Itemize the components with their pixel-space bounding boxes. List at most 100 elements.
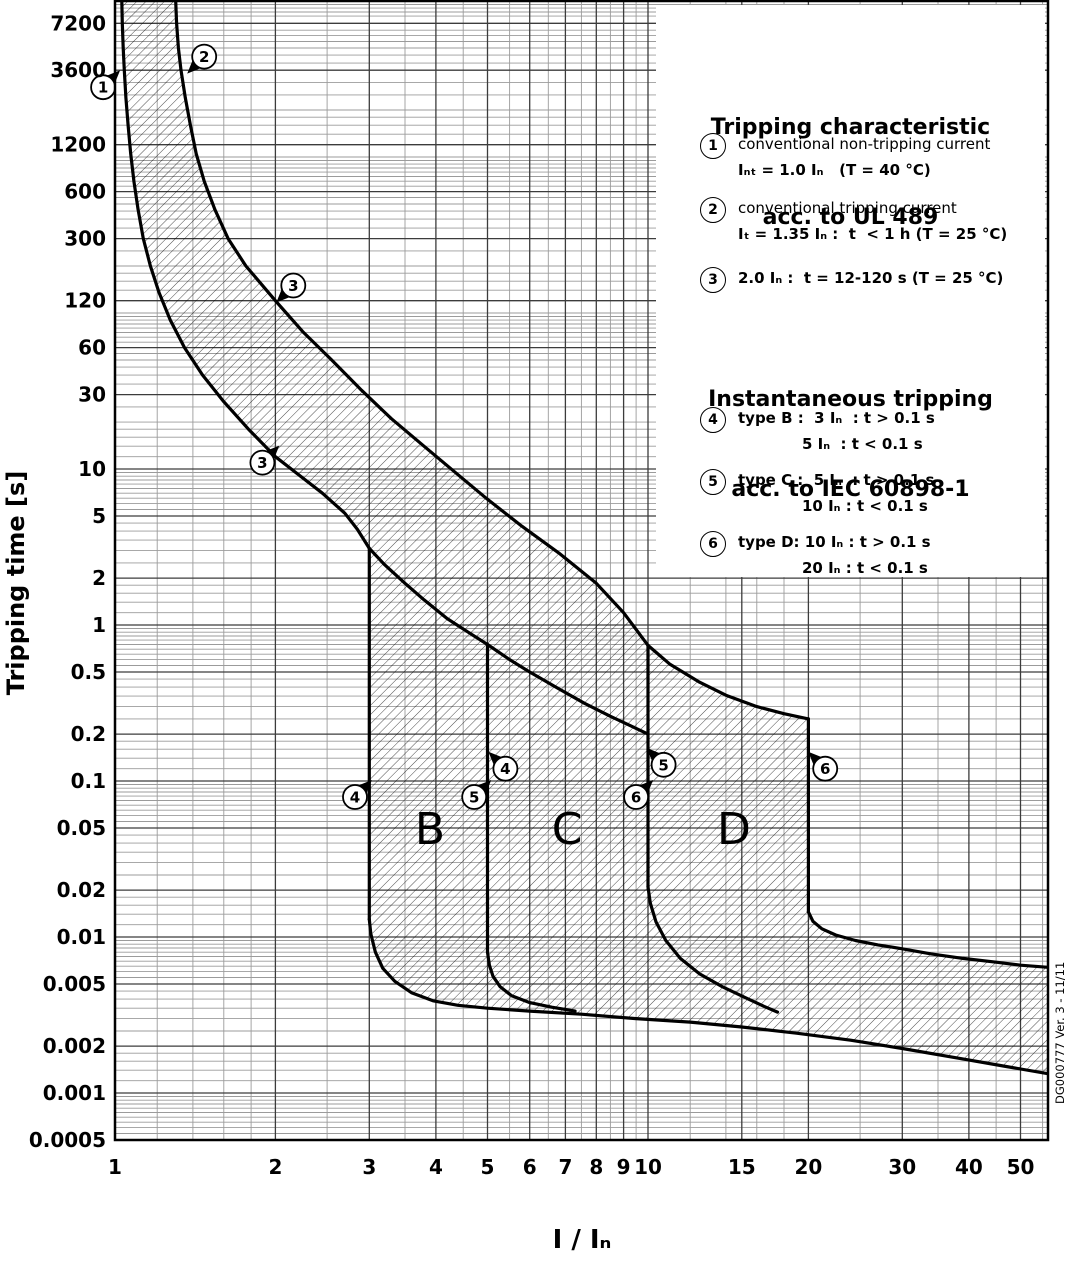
legend-title-iec: Instantaneous tripping acc. to IEC 60898… bbox=[656, 325, 1045, 565]
svg-text:1: 1 bbox=[98, 79, 108, 97]
curve-foot_3In bbox=[367, 917, 1048, 1076]
svg-text:0.2: 0.2 bbox=[71, 722, 106, 746]
x-axis-title: I / Iₙ bbox=[553, 1225, 612, 1255]
region-label-B: B bbox=[415, 804, 445, 855]
svg-text:0.1: 0.1 bbox=[71, 769, 106, 793]
svg-text:5: 5 bbox=[469, 789, 479, 807]
legend-title-ul489-line2: acc. to UL 489 bbox=[762, 205, 939, 230]
curve-foot_20In bbox=[806, 910, 1048, 969]
legend-title-iec-line1: Instantaneous tripping bbox=[708, 387, 993, 412]
legend-item-5-number: 5 bbox=[700, 469, 726, 495]
svg-text:6: 6 bbox=[820, 760, 830, 778]
svg-text:300: 300 bbox=[64, 227, 106, 251]
svg-text:600: 600 bbox=[64, 180, 106, 204]
svg-text:0.002: 0.002 bbox=[43, 1034, 106, 1058]
plot-border bbox=[113, 0, 1050, 1142]
marker-6: 6 bbox=[808, 751, 839, 782]
legend-item-3-number: 3 bbox=[700, 267, 726, 293]
svg-text:4: 4 bbox=[350, 789, 360, 807]
svg-text:7: 7 bbox=[558, 1155, 572, 1179]
marker-4: 4 bbox=[488, 751, 519, 782]
legend-item-2-line2: Iₜ = 1.35 Iₙ : t < 1 h (T = 25 °C) bbox=[738, 225, 1008, 243]
legend-item-5: 5 type C : 5 Iₙ : t > 0.1 s 10 Iₙ : t < … bbox=[700, 467, 934, 519]
marker-5: 5 bbox=[461, 780, 492, 810]
svg-text:7200: 7200 bbox=[50, 11, 106, 35]
svg-text:10: 10 bbox=[634, 1155, 662, 1179]
svg-text:0.001: 0.001 bbox=[43, 1081, 106, 1105]
svg-text:5: 5 bbox=[92, 504, 106, 528]
legend-item-2: 2 conventional tripping current Iₜ = 1.3… bbox=[700, 195, 1007, 247]
svg-text:40: 40 bbox=[955, 1155, 983, 1179]
legend-item-6-line1: type D: 10 Iₙ : t > 0.1 s bbox=[738, 533, 931, 551]
marker-4: 4 bbox=[342, 780, 372, 810]
curve-foot_5In bbox=[485, 950, 577, 1013]
svg-text:3: 3 bbox=[362, 1155, 376, 1179]
svg-text:0.005: 0.005 bbox=[43, 972, 106, 996]
svg-text:2: 2 bbox=[268, 1155, 282, 1179]
legend-item-4-line1: type B : 3 Iₙ : t > 0.1 s bbox=[738, 409, 935, 427]
marker-6: 6 bbox=[623, 780, 654, 810]
svg-text:6: 6 bbox=[631, 789, 641, 807]
legend-item-2-number: 2 bbox=[700, 197, 726, 223]
x-axis-labels: 1 2 3 4 5 6 7 8 9 10 15 20 30 40 50 bbox=[108, 1155, 1034, 1179]
legend-item-3-line1: 2.0 Iₙ : t = 12-120 s (T = 25 °C) bbox=[738, 269, 1004, 287]
svg-text:1: 1 bbox=[92, 613, 106, 637]
legend-item-1-line1: conventional non-tripping current bbox=[738, 135, 991, 153]
svg-text:60: 60 bbox=[78, 336, 106, 360]
legend-item-1-line2: Iₙₜ = 1.0 Iₙ (T = 40 °C) bbox=[738, 161, 931, 179]
svg-text:2: 2 bbox=[92, 566, 106, 590]
region-label-C: C bbox=[552, 804, 583, 855]
legend-item-6-number: 6 bbox=[700, 531, 726, 557]
legend-box: Tripping characteristic acc. to UL 489 1… bbox=[656, 5, 1045, 577]
marker-2: 2 bbox=[187, 43, 218, 74]
svg-text:4: 4 bbox=[500, 760, 510, 778]
svg-text:0.01: 0.01 bbox=[57, 925, 106, 949]
svg-text:4: 4 bbox=[429, 1155, 443, 1179]
legend-item-1-number: 1 bbox=[700, 133, 726, 159]
svg-text:120: 120 bbox=[64, 289, 106, 313]
svg-text:0.05: 0.05 bbox=[57, 816, 106, 840]
region-label-D: D bbox=[717, 804, 751, 855]
svg-text:30: 30 bbox=[78, 383, 106, 407]
svg-text:3600: 3600 bbox=[50, 58, 106, 82]
svg-text:1: 1 bbox=[108, 1155, 122, 1179]
marker-3: 3 bbox=[249, 445, 280, 476]
legend-item-4: 4 type B : 3 Iₙ : t > 0.1 s 5 Iₙ : t < 0… bbox=[700, 405, 935, 457]
legend-item-4-number: 4 bbox=[700, 407, 726, 433]
svg-text:5: 5 bbox=[658, 756, 668, 774]
characteristic-curves bbox=[120, 1, 1048, 1076]
curve-b_top bbox=[367, 546, 490, 647]
svg-text:8: 8 bbox=[589, 1155, 603, 1179]
svg-text:5: 5 bbox=[481, 1155, 495, 1179]
legend-item-5-line2: 10 Iₙ : t < 0.1 s bbox=[802, 497, 928, 515]
svg-text:2: 2 bbox=[199, 48, 209, 66]
svg-text:20: 20 bbox=[794, 1155, 822, 1179]
legend-item-3: 3 2.0 Iₙ : t = 12-120 s (T = 25 °C) bbox=[700, 265, 1003, 293]
curve-lower_non_tripping bbox=[120, 1, 371, 550]
legend-item-4-line2: 5 Iₙ : t < 0.1 s bbox=[802, 435, 923, 453]
svg-text:50: 50 bbox=[1007, 1155, 1035, 1179]
legend-item-5-line1: type C : 5 Iₙ : t > 0.1 s bbox=[738, 471, 935, 489]
marker-3: 3 bbox=[276, 272, 307, 303]
curve-upper_tripping bbox=[174, 1, 810, 721]
svg-text:10: 10 bbox=[78, 457, 106, 481]
y-axis-labels: 7200 3600 1200 600 300 120 60 30 10 5 2 1 0.5 0.2 0.1 0… bbox=[29, 11, 106, 1152]
legend-item-2-line1: conventional tripping current bbox=[738, 199, 957, 217]
svg-text:3: 3 bbox=[257, 454, 267, 472]
legend-title-ul489: Tripping characteristic acc. to UL 489 bbox=[656, 53, 1045, 293]
legend-item-1: 1 conventional non-tripping current Iₙₜ … bbox=[700, 131, 990, 183]
curve-foot_10In bbox=[646, 885, 780, 1014]
svg-text:0.02: 0.02 bbox=[57, 878, 106, 902]
svg-text:1200: 1200 bbox=[50, 133, 106, 157]
region-labels: B C D bbox=[415, 804, 751, 855]
doc-number: DG000777 Ver. 3 - 11/11 bbox=[1053, 962, 1067, 1104]
legend-item-6-line2: 20 Iₙ : t < 0.1 s bbox=[802, 559, 928, 577]
svg-text:0.5: 0.5 bbox=[71, 660, 106, 684]
svg-text:6: 6 bbox=[523, 1155, 537, 1179]
hatched-tripping-band bbox=[121, 1, 1048, 1074]
marker-5: 5 bbox=[646, 747, 677, 778]
legend-title-iec-line2: acc. to IEC 60898-1 bbox=[731, 477, 970, 502]
svg-text:15: 15 bbox=[728, 1155, 756, 1179]
legend-title-ul489-line1: Tripping characteristic bbox=[710, 115, 991, 140]
